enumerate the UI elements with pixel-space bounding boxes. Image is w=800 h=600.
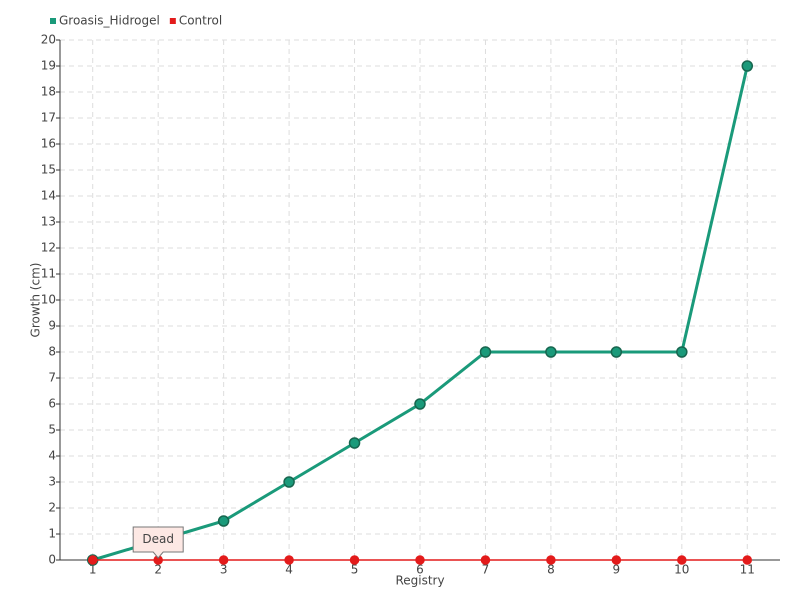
data-point — [414, 398, 426, 410]
legend-swatch — [169, 18, 176, 24]
legend-swatch — [50, 18, 56, 24]
data-point — [611, 555, 622, 565]
y-tick-label: 1 — [48, 527, 56, 541]
annotation-box — [132, 526, 184, 559]
y-tick-label: 20 — [41, 33, 56, 47]
annotation-text: Dead — [142, 532, 174, 546]
data-point — [676, 346, 688, 358]
y-tick-label: 18 — [41, 85, 56, 99]
x-tick-label: 8 — [547, 563, 555, 577]
y-tick-label: 8 — [48, 345, 56, 359]
data-point — [479, 346, 492, 358]
data-point — [741, 60, 754, 72]
data-point — [87, 555, 98, 565]
x-tick-label: 11 — [740, 563, 755, 577]
x-tick-label: 10 — [674, 563, 689, 577]
y-tick-label: 10 — [41, 293, 56, 307]
y-tick-label: 17 — [41, 111, 56, 125]
x-tick-label: 1 — [89, 563, 97, 577]
data-point — [545, 346, 557, 358]
data-point — [218, 555, 229, 565]
data-point — [546, 555, 556, 565]
x-tick-label: 9 — [613, 563, 621, 577]
data-point — [480, 555, 491, 565]
x-tick-label: 3 — [220, 563, 228, 577]
y-tick-label: 13 — [41, 215, 56, 229]
data-point — [415, 555, 425, 565]
y-axis-label: Growth (cm) — [29, 263, 43, 338]
data-point — [610, 346, 623, 358]
data-point — [677, 555, 687, 565]
legend-label: Control — [179, 14, 222, 28]
y-tick-label: 7 — [48, 371, 56, 385]
x-tick-label: 2 — [154, 563, 162, 577]
y-tick-label: 4 — [48, 449, 56, 463]
data-point — [349, 555, 360, 565]
y-tick-label: 16 — [41, 137, 56, 151]
y-tick-label: 15 — [41, 163, 56, 177]
data-point — [284, 555, 294, 565]
y-tick-label: 14 — [41, 189, 56, 203]
y-tick-label: 6 — [48, 397, 56, 411]
y-tick-label: 2 — [48, 501, 56, 515]
y-tick-label: 12 — [41, 241, 56, 255]
x-tick-label: 4 — [285, 563, 293, 577]
data-point — [283, 476, 295, 488]
y-tick-label: 0 — [48, 553, 56, 567]
data-point — [348, 437, 361, 449]
y-tick-label: 3 — [48, 475, 56, 489]
y-tick-label: 11 — [41, 267, 56, 281]
x-tick-label: 7 — [482, 563, 490, 577]
y-tick-label: 5 — [48, 423, 56, 437]
x-axis-label: Registry — [395, 574, 444, 588]
x-tick-label: 5 — [351, 563, 359, 577]
data-point — [217, 515, 230, 527]
x-tick-label: 6 — [416, 563, 424, 577]
legend-label: Groasis_Hidrogel — [59, 14, 160, 28]
y-tick-label: 19 — [41, 59, 56, 73]
y-tick-label: 9 — [48, 319, 56, 333]
data-point — [742, 555, 753, 565]
